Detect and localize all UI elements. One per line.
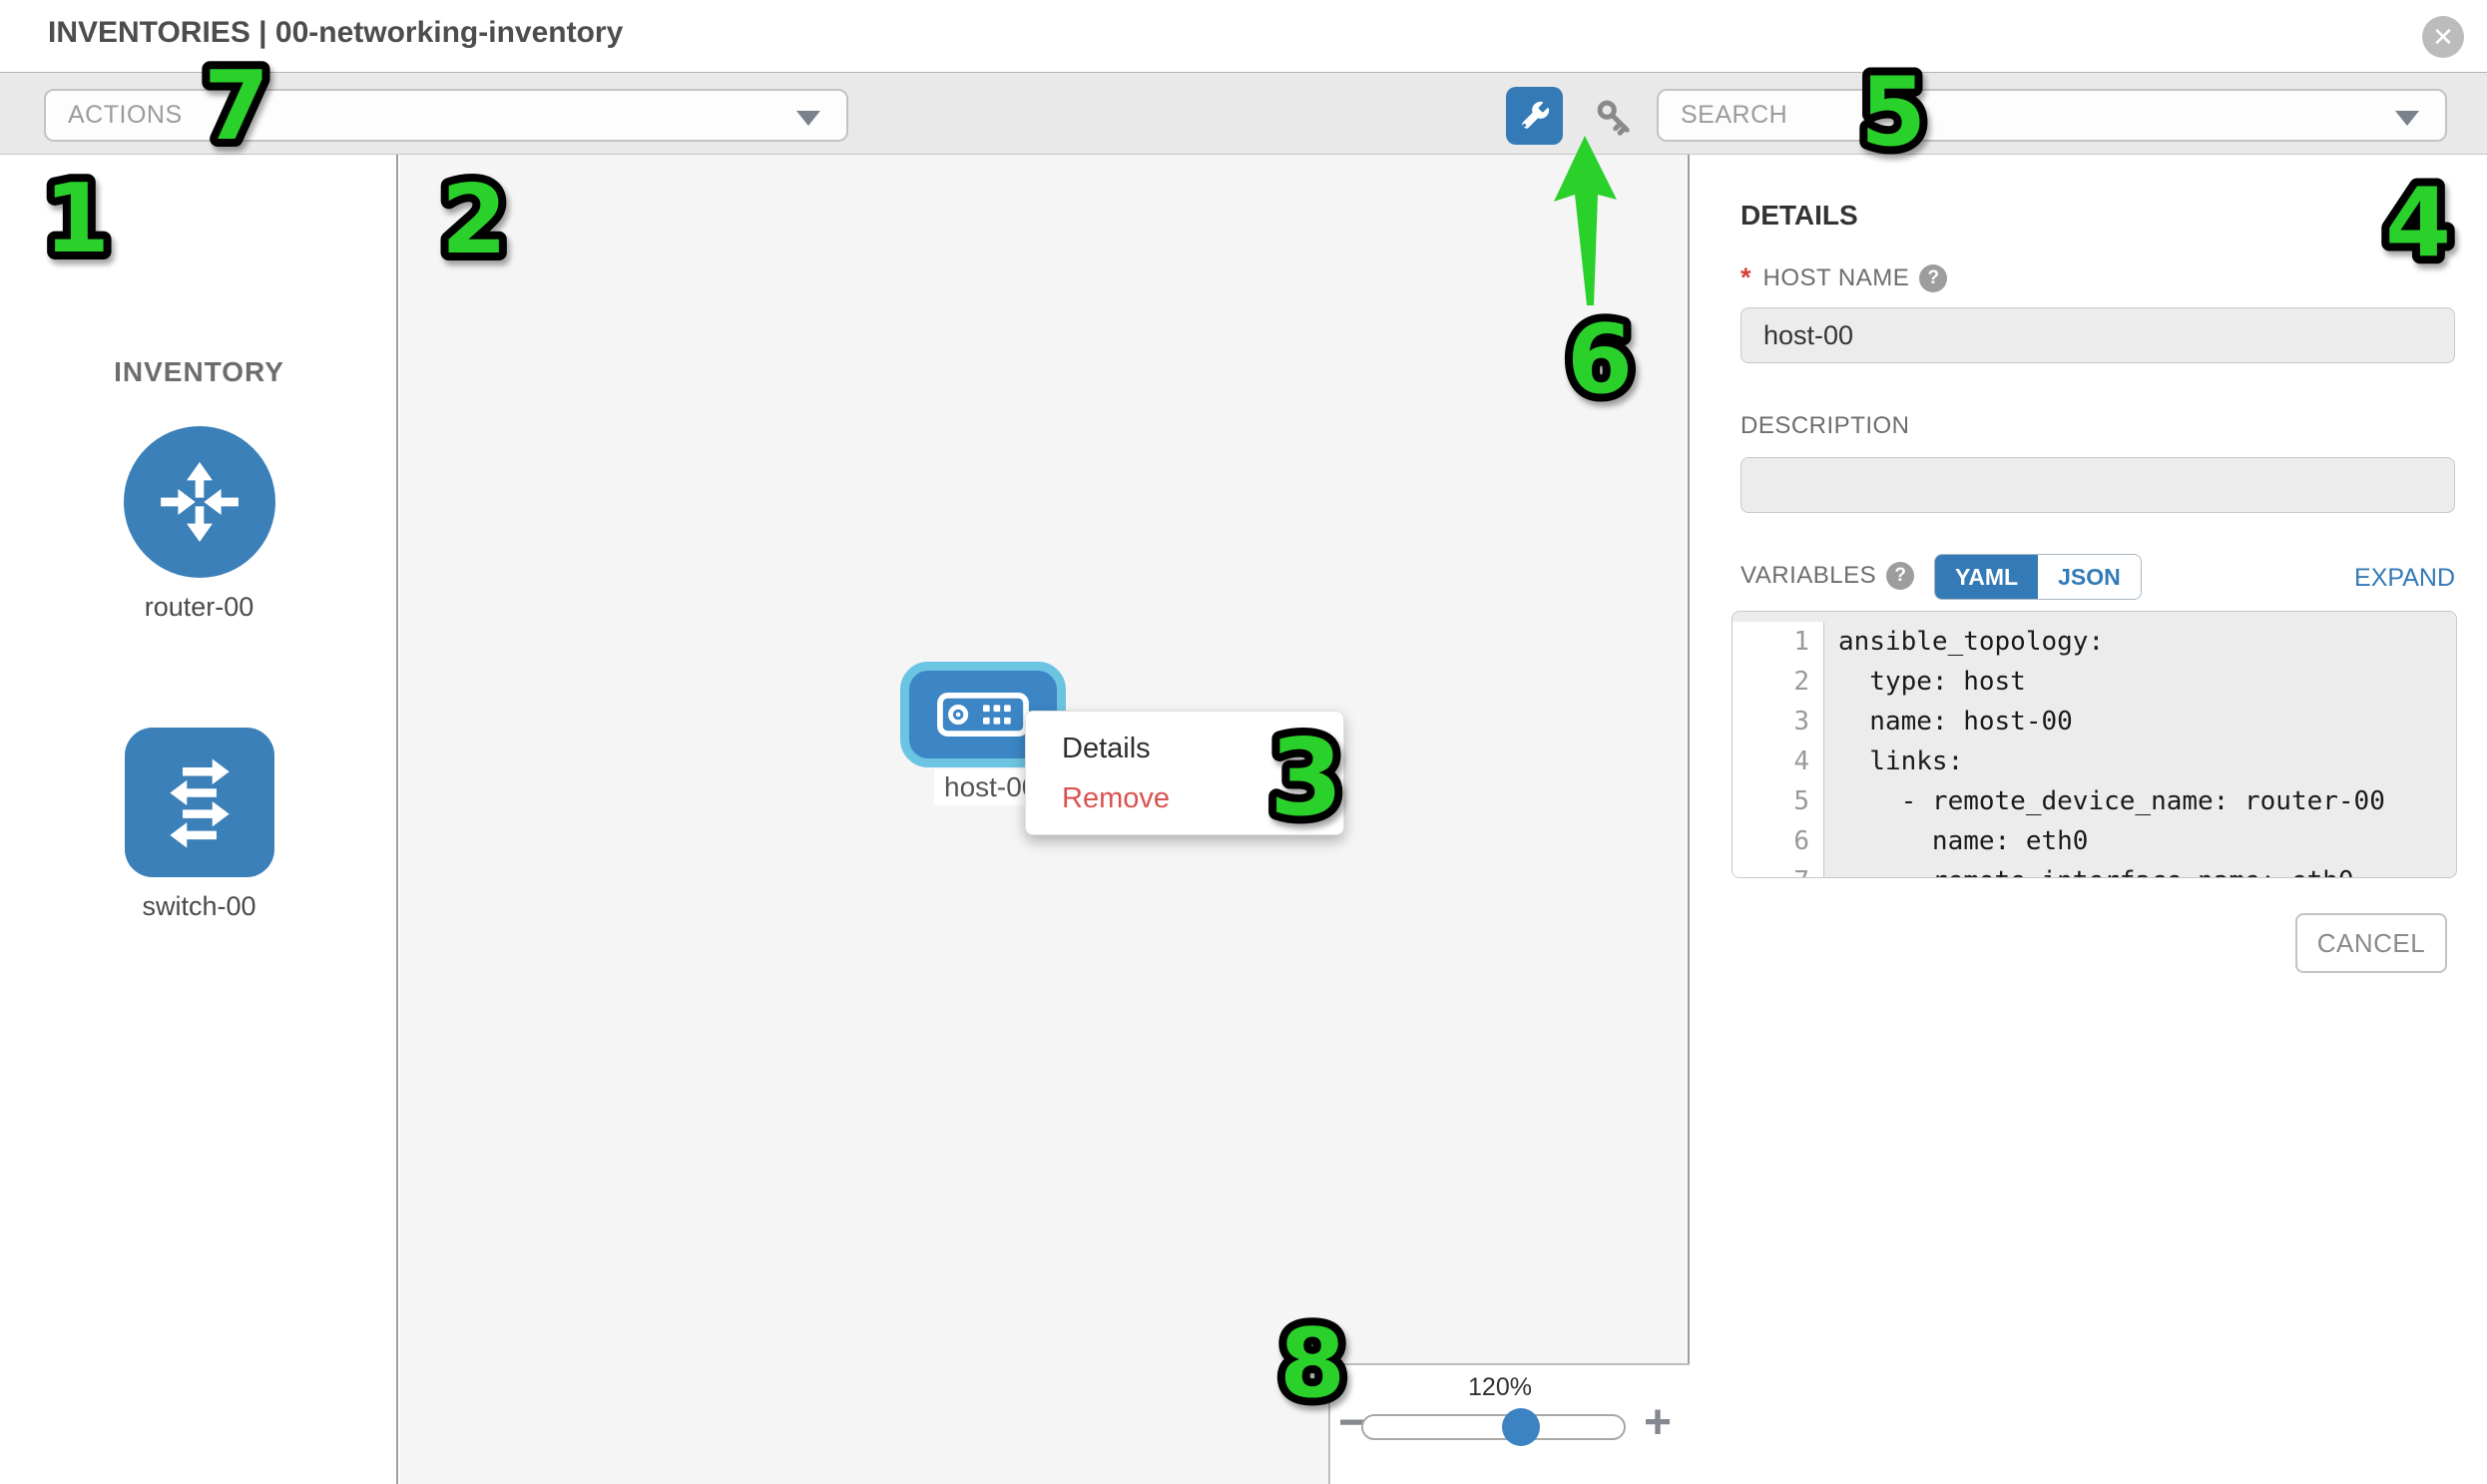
host-name-input[interactable]	[1741, 307, 2455, 363]
wrench-button[interactable]	[1506, 87, 1563, 145]
search-dropdown[interactable]: SEARCH	[1657, 89, 2447, 142]
key-icon	[1597, 100, 1630, 136]
node-context-menu: Details Remove	[1025, 711, 1344, 835]
line-number: 4	[1733, 742, 1824, 781]
line-number: 3	[1733, 702, 1824, 742]
zoom-slider-track[interactable]	[1361, 1414, 1626, 1440]
sidebar-item-switch[interactable]: switch-00	[0, 728, 398, 922]
details-heading: DETAILS	[1741, 200, 1858, 231]
description-label-row: DESCRIPTION	[1741, 412, 1910, 440]
code-rows: 1 ansible_topology: 2 type: host 3 name: …	[1733, 612, 2456, 877]
line-number: 5	[1733, 781, 1824, 821]
zoom-slider-thumb[interactable]	[1502, 1408, 1540, 1446]
toolbar: ACTIONS SEARCH	[0, 72, 2487, 155]
details-panel: DETAILS * HOST NAME ? DESCRIPTION VARIAB…	[1692, 155, 2487, 1484]
tab-json[interactable]: JSON	[2038, 555, 2141, 599]
code-line: 5 - remote_device_name: router-00	[1733, 781, 2456, 821]
line-text: - remote_device_name: router-00	[1838, 786, 2385, 816]
close-icon[interactable]: ✕	[2422, 16, 2464, 58]
code-line: 6 name: eth0	[1733, 821, 2456, 861]
topology-canvas[interactable]: host-00 Details Remove 120% − +	[400, 155, 1690, 1484]
host-name-label: HOST NAME	[1762, 263, 1910, 291]
tab-yaml[interactable]: YAML	[1935, 555, 2039, 599]
line-text: name: host-00	[1838, 707, 2073, 737]
variables-label: VARIABLES	[1741, 562, 1877, 589]
router-label: router-00	[144, 592, 254, 622]
line-text: links:	[1838, 746, 1964, 776]
zoom-in-button[interactable]: +	[1644, 1396, 1673, 1449]
zoom-control-panel: 120% − +	[1328, 1363, 1690, 1484]
actions-dropdown[interactable]: ACTIONS	[44, 89, 848, 142]
line-text: remote_interface_name: eth0	[1824, 861, 2354, 877]
code-line: 2 type: host	[1733, 662, 2456, 702]
code-line: 3 name: host-00	[1733, 702, 2456, 742]
line-number: 7	[1733, 861, 1824, 877]
variables-code-editor[interactable]: 1 ansible_topology: 2 type: host 3 name: …	[1732, 611, 2457, 878]
cancel-button[interactable]: CANCEL	[2295, 913, 2447, 973]
context-menu-item-remove[interactable]: Remove	[1062, 782, 1170, 814]
sidebar-heading: INVENTORY	[114, 356, 284, 387]
help-icon[interactable]: ?	[1919, 263, 1948, 292]
sidebar-item-router[interactable]: router-00	[0, 426, 398, 623]
required-asterisk: *	[1741, 262, 1751, 292]
line-text: ansible_topology:	[1838, 627, 2105, 657]
chevron-down-icon	[2395, 111, 2419, 126]
host-icon	[937, 693, 1029, 737]
switch-label: switch-00	[142, 891, 256, 921]
code-line: 1 ansible_topology:	[1733, 622, 2456, 662]
description-input[interactable]	[1741, 457, 2455, 513]
line-text: type: host	[1838, 667, 2026, 697]
line-text: name: eth0	[1838, 826, 2089, 856]
inventory-sidebar: INVENTORY router-00	[0, 155, 398, 1484]
host-name-label-row: * HOST NAME ?	[1741, 262, 1948, 293]
wrench-icon	[1521, 101, 1549, 129]
context-menu-item-details[interactable]: Details	[1062, 733, 1151, 764]
expand-link[interactable]: EXPAND	[2354, 564, 2455, 592]
chevron-down-icon	[796, 111, 820, 126]
code-line: 4 links:	[1733, 742, 2456, 781]
code-line: 7 remote_interface_name: eth0	[1733, 861, 2456, 877]
line-number: 1	[1733, 622, 1824, 662]
header: INVENTORIES | 00-networking-inventory ✕	[0, 0, 2487, 72]
description-label: DESCRIPTION	[1741, 412, 1910, 439]
search-dropdown-label: SEARCH	[1681, 101, 1788, 129]
router-icon	[123, 426, 275, 578]
help-icon[interactable]: ?	[1886, 562, 1915, 590]
page-title: INVENTORIES | 00-networking-inventory	[48, 16, 624, 49]
key-button[interactable]	[1587, 91, 1641, 143]
variables-format-toggle: YAML JSON	[1934, 554, 2142, 600]
line-number: 6	[1733, 821, 1824, 861]
variables-label-row: VARIABLES ?	[1741, 562, 1915, 590]
zoom-level-readout: 120%	[1468, 1373, 1532, 1401]
actions-dropdown-label: ACTIONS	[68, 101, 183, 129]
line-number: 2	[1733, 662, 1824, 702]
switch-icon	[124, 728, 274, 877]
